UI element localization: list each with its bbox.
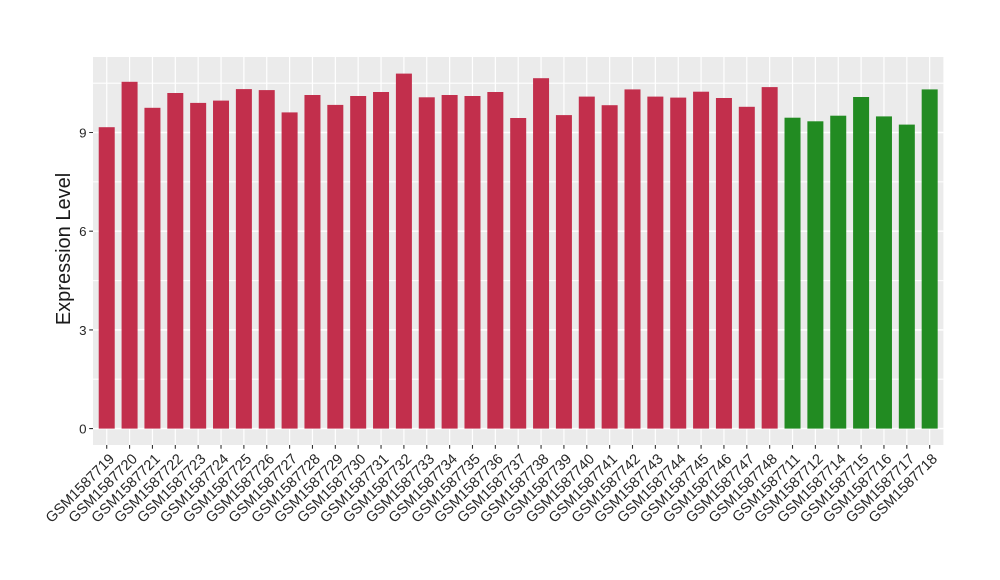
svg-text:0: 0	[79, 422, 86, 437]
svg-text:6: 6	[79, 224, 86, 239]
svg-text:9: 9	[79, 126, 86, 141]
svg-text:3: 3	[79, 323, 86, 338]
svg-text:Expression Level: Expression Level	[53, 173, 75, 325]
